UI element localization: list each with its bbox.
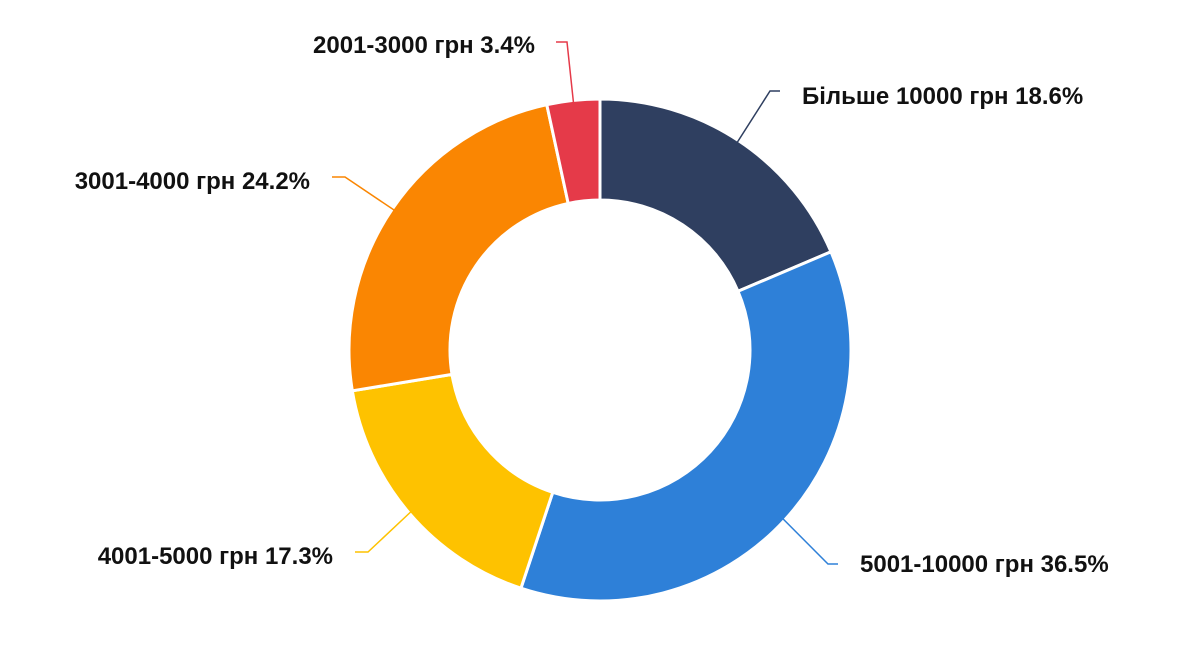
data-label-1: Більше 10000 грн 18.6% <box>802 83 1083 110</box>
data-label-2: 5001-10000 грн 36.5% <box>860 551 1109 578</box>
donut-slice-5[interactable] <box>545 97 602 205</box>
leader-line-2 <box>779 515 838 565</box>
donut-slice-1[interactable] <box>598 97 833 293</box>
slices-layer <box>347 97 853 603</box>
leaders-layer <box>332 41 838 565</box>
leader-line-1 <box>734 90 780 147</box>
donut-slice-4[interactable] <box>347 103 570 393</box>
leader-line-4 <box>332 176 398 213</box>
labels-layer: Більше 10000 грн 18.6% 5001-10000 грн 36.… <box>75 32 1109 578</box>
data-label-4: 3001-4000 грн 24.2% <box>75 168 310 195</box>
donut-slice-3[interactable] <box>350 372 555 590</box>
leader-line-3 <box>355 508 415 553</box>
data-label-3: 4001-5000 грн 17.3% <box>98 543 333 570</box>
leader-line-5 <box>556 41 575 107</box>
donut-slice-2[interactable] <box>519 250 853 603</box>
data-label-5: 2001-3000 грн 3.4% <box>313 32 535 59</box>
